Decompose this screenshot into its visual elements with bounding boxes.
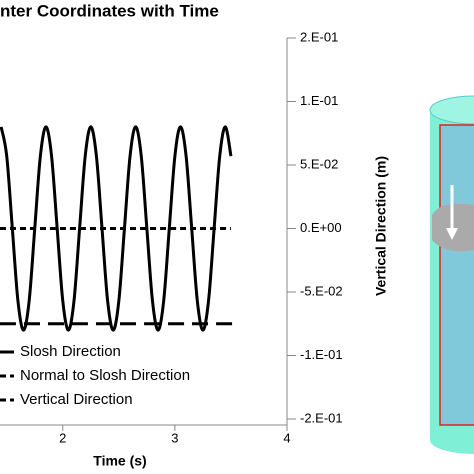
cylinder-outline: [439, 124, 474, 426]
chart-title: nter Coordinates with Time: [0, 1, 219, 20]
x-tick-label: 2: [59, 430, 66, 445]
fluid-field: [440, 125, 474, 425]
y-tick-label: -2.E-01: [300, 410, 343, 425]
y-tick-label: -5.E-02: [300, 283, 343, 298]
y-tick-label: -1.E-01: [300, 347, 343, 362]
series-line: [0, 125, 233, 332]
y-axis-label: Vertical Direction (m): [373, 156, 389, 296]
x-tick-label: 4: [283, 430, 290, 445]
x-axis-label: Time (s): [93, 453, 146, 469]
y-tick-label: 2.E-01: [300, 29, 338, 44]
y-tick-label: 1.E-01: [300, 93, 338, 108]
arrow-head: [446, 228, 458, 240]
cylinder-top: [429, 95, 474, 125]
cylinder-bottom: [430, 426, 474, 454]
legend-label: Slosh Direction: [20, 343, 121, 360]
cylinder-illustration: [429, 95, 474, 454]
legend-label: Vertical Direction: [20, 391, 133, 408]
legend-label: Normal to Slosh Direction: [20, 367, 190, 384]
x-tick-label: 3: [171, 430, 178, 445]
y-tick-label: 0.E+00: [300, 220, 342, 235]
y-tick-label: 5.E-02: [300, 156, 338, 171]
